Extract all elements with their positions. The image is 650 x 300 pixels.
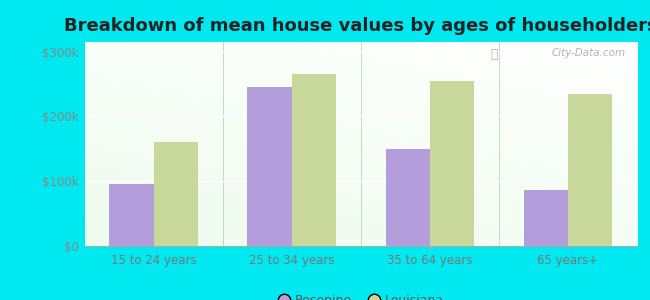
Legend: Rosepine, Louisiana: Rosepine, Louisiana <box>272 289 449 300</box>
Bar <box>248 87 292 246</box>
Title: Breakdown of mean house values by ages of householders: Breakdown of mean house values by ages o… <box>64 17 650 35</box>
Bar <box>109 184 153 246</box>
Bar <box>385 149 430 246</box>
Bar <box>153 142 198 246</box>
Text: ⓘ: ⓘ <box>491 48 498 61</box>
Text: City-Data.com: City-Data.com <box>552 48 626 58</box>
Bar <box>568 94 612 246</box>
Bar <box>430 81 474 246</box>
Bar <box>292 74 336 246</box>
Bar <box>524 190 568 246</box>
